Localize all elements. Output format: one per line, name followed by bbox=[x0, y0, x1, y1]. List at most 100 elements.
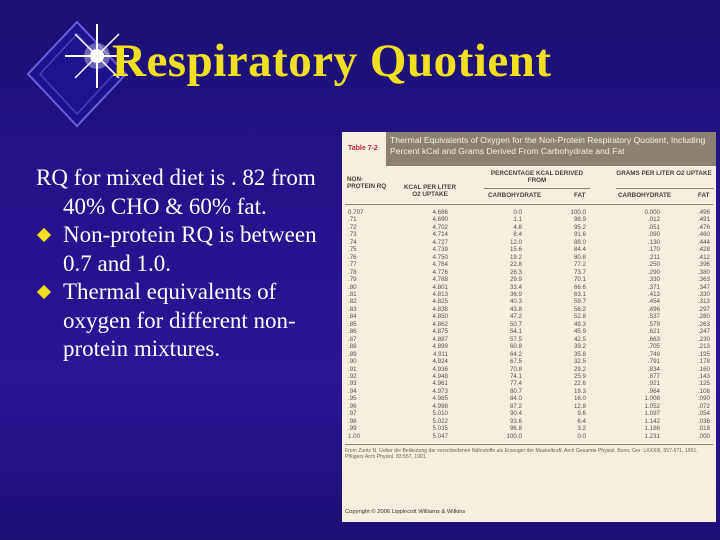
table-cell: .476 bbox=[697, 223, 710, 231]
table-cell: 47.2 bbox=[509, 313, 522, 321]
table-cell: 1.1 bbox=[513, 216, 522, 224]
table-cell: 52.8 bbox=[573, 313, 586, 321]
table-cell: .74 bbox=[348, 238, 357, 246]
table-cell: 4.862 bbox=[432, 320, 448, 328]
table-cell: 29.2 bbox=[573, 365, 586, 373]
table-cell: .75 bbox=[348, 246, 357, 254]
table-cell: 35.8 bbox=[573, 350, 586, 358]
table-cell: .130 bbox=[647, 238, 660, 246]
table-cell: 4.961 bbox=[432, 380, 448, 388]
group-rule bbox=[616, 188, 714, 189]
table-cell: .83 bbox=[348, 305, 357, 313]
table-cell: .94 bbox=[348, 387, 357, 395]
table-cell: .491 bbox=[697, 216, 710, 224]
table-cell: 4.973 bbox=[432, 387, 448, 395]
table-cell: 5.035 bbox=[432, 425, 448, 433]
table-cell: 0.000 bbox=[644, 209, 660, 216]
table-title-band bbox=[386, 132, 716, 166]
table-cell: .73 bbox=[348, 231, 357, 239]
table-cell: 4.686 bbox=[432, 209, 448, 216]
table-cell: .330 bbox=[647, 276, 660, 284]
table-cell: .012 bbox=[647, 216, 660, 224]
table-cell: 96.8 bbox=[509, 425, 522, 433]
header-fat-grams: FAT bbox=[698, 192, 710, 199]
table-cell: 100.0 bbox=[570, 209, 586, 216]
table-title: Thermal Equivalents of Oxygen for the No… bbox=[390, 135, 706, 156]
table-cell: .380 bbox=[697, 268, 710, 276]
table-cell: .496 bbox=[697, 209, 710, 216]
bullet-item: Thermal equivalents of oxygen for differ… bbox=[36, 278, 336, 364]
header-rule bbox=[345, 204, 713, 205]
table-cell: 0.0 bbox=[577, 432, 586, 440]
table-cell: 90.4 bbox=[509, 410, 522, 418]
table-cell: 87.2 bbox=[509, 402, 522, 410]
table-cell: 16.0 bbox=[573, 395, 586, 403]
table-cell: .749 bbox=[647, 350, 660, 358]
table-cell: 0.0 bbox=[513, 209, 522, 216]
starburst-diamond-icon bbox=[26, 20, 129, 128]
table-cell: .125 bbox=[697, 380, 710, 388]
table-cell: 8.4 bbox=[513, 231, 522, 239]
table-cell: .250 bbox=[647, 261, 660, 269]
table-cell: 54.1 bbox=[509, 328, 522, 336]
table-cell: 49.3 bbox=[573, 320, 586, 328]
table-cell: .91 bbox=[348, 365, 357, 373]
table-cell: 80.7 bbox=[509, 387, 522, 395]
table-cell: .80 bbox=[348, 283, 357, 291]
table-cell: .99 bbox=[348, 425, 357, 433]
column-rq: 0.707.71.72.73.74.75.76.77.78.79.80.81.8… bbox=[348, 209, 378, 440]
table-cell: .78 bbox=[348, 268, 357, 276]
table-cell: .054 bbox=[697, 410, 710, 418]
table-cell: 4.727 bbox=[432, 238, 448, 246]
table-cell: .791 bbox=[647, 358, 660, 366]
table-cell: 59.7 bbox=[573, 298, 586, 306]
header-carb-grams: CARBOHYDRATE bbox=[618, 192, 672, 199]
table-cell: 29.9 bbox=[509, 276, 522, 284]
table-cell: .211 bbox=[648, 253, 660, 261]
table-cell: 4.838 bbox=[432, 305, 448, 313]
table-cell: 15.6 bbox=[509, 246, 522, 254]
table-cell: 64.2 bbox=[509, 350, 522, 358]
table-cell: .247 bbox=[697, 328, 710, 336]
table-cell: 91.6 bbox=[573, 231, 586, 239]
table-cell: 100.0 bbox=[506, 432, 522, 440]
table-cell: 57.5 bbox=[509, 335, 522, 343]
header-kcal: KCAL PER LITER O2 UPTAKE bbox=[403, 184, 456, 199]
table-cell: .834 bbox=[647, 365, 660, 373]
table-cell: .705 bbox=[647, 343, 660, 351]
table-cell: 4.690 bbox=[432, 216, 448, 224]
table-cell: 66.6 bbox=[573, 283, 586, 291]
table-cell: .178 bbox=[697, 358, 710, 366]
table-cell: 5.047 bbox=[432, 432, 448, 440]
table-cell: .213 bbox=[697, 343, 710, 351]
table-cell: 19.3 bbox=[573, 387, 586, 395]
table-cell: .93 bbox=[348, 380, 357, 388]
table-cell: 1.052 bbox=[644, 402, 660, 410]
table-cell: 32.5 bbox=[573, 358, 586, 366]
column-g-carb: 0.000.012.051.090.130.170.211.250.290.33… bbox=[632, 209, 660, 440]
table-cell: .143 bbox=[697, 372, 710, 380]
table-cell: 4.887 bbox=[432, 335, 448, 343]
table-cell: .313 bbox=[697, 298, 710, 306]
table-cell: .412 bbox=[697, 253, 710, 261]
table-cell: .84 bbox=[348, 313, 357, 321]
table-cell: 22.6 bbox=[573, 380, 586, 388]
table-cell: 50.7 bbox=[509, 320, 522, 328]
table-cell: .964 bbox=[647, 387, 660, 395]
table-cell: .98 bbox=[348, 417, 357, 425]
table-cell: 67.5 bbox=[509, 358, 522, 366]
table-cell: .347 bbox=[697, 283, 710, 291]
table-cell: .036 bbox=[697, 417, 710, 425]
table-cell: 4.714 bbox=[432, 231, 448, 239]
table-cell: 45.9 bbox=[573, 328, 586, 336]
table-cell: .95 bbox=[348, 395, 357, 403]
table-cell: 1.186 bbox=[644, 425, 660, 433]
table-source: From Zuntz N. Ueber die Bedeutung der ve… bbox=[345, 448, 698, 461]
table-cell: 84.4 bbox=[573, 246, 586, 254]
table-cell: 25.9 bbox=[573, 372, 586, 380]
table-cell: 4.739 bbox=[432, 246, 448, 254]
table-cell: 36.9 bbox=[509, 290, 522, 298]
table-cell: 1.008 bbox=[644, 395, 660, 403]
table-cell: 26.3 bbox=[509, 268, 522, 276]
table-cell: 4.985 bbox=[432, 395, 448, 403]
